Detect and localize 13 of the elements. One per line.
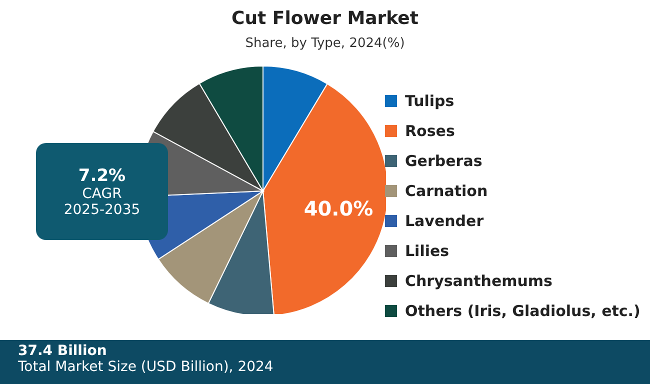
legend-label: Chrysanthemums <box>405 272 552 290</box>
chart-subtitle: Share, by Type, 2024(%) <box>244 36 406 51</box>
cagr-box: 7.2% CAGR 2025-2035 <box>36 143 168 240</box>
legend-label: Gerberas <box>405 152 482 170</box>
legend-label: Lilies <box>405 242 450 260</box>
legend-label: Others (Iris, Gladiolus, etc.) <box>405 302 640 320</box>
legend-label: Carnation <box>405 182 488 200</box>
data-label: 40.0% <box>304 196 374 220</box>
legend-label: Lavender <box>405 212 484 230</box>
footer-panel: 37.4 Billion Total Market Size (USD Billion), 2024 <box>0 340 650 384</box>
chart-title: Cut Flower Market <box>230 8 420 29</box>
legend-label: Tulips <box>405 92 454 110</box>
legend-label: Roses <box>405 122 455 140</box>
